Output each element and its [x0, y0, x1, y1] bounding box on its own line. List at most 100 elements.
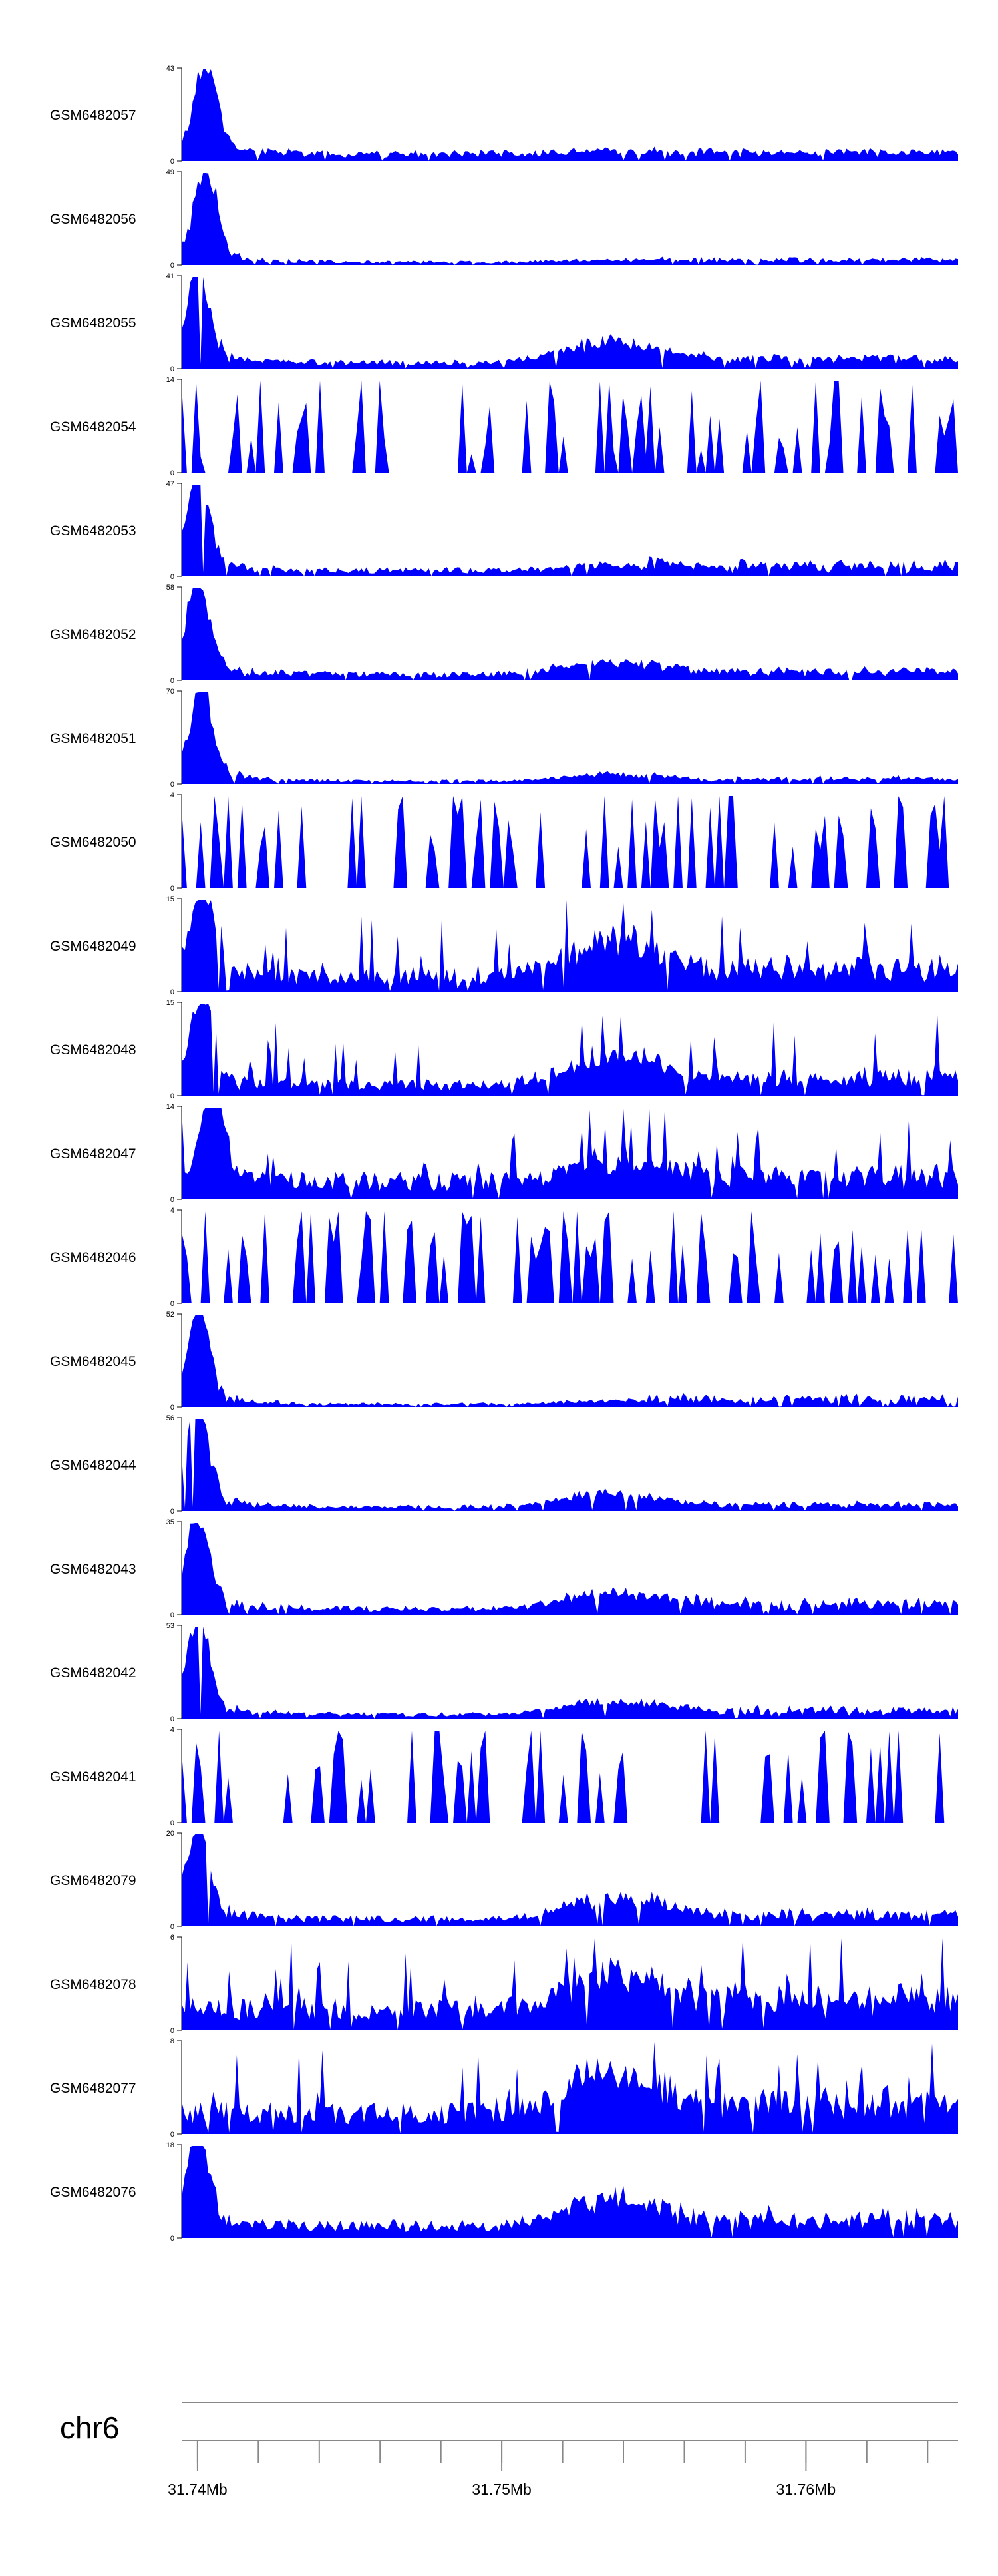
y-zero-label: 0: [170, 2235, 174, 2243]
track-GSM6482076: GSM6482076 18 0: [50, 2141, 958, 2243]
coverage-tracks: GSM6482057430GSM6482056490GSM6482055410G…: [50, 65, 958, 2243]
track-label: GSM6482051: [50, 731, 136, 746]
y-zero-label: 0: [170, 158, 174, 166]
track-GSM6482079: GSM6482079 20 0: [50, 1830, 958, 1931]
y-max-label: 70: [166, 688, 174, 696]
coverage-area: [182, 588, 958, 680]
coverage-area: [182, 1523, 958, 1615]
coverage-area: [182, 69, 958, 161]
y-zero-label: 0: [170, 885, 174, 893]
coverage-area: [182, 2146, 958, 2238]
y-zero-label: 0: [170, 1196, 174, 1204]
track-label: GSM6482054: [50, 419, 136, 435]
track-GSM6482077: GSM6482077 8 0: [50, 2038, 958, 2139]
track-GSM6482057: GSM6482057 43 0: [50, 65, 958, 166]
y-zero-label: 0: [170, 1508, 174, 1516]
y-max-label: 35: [166, 1518, 174, 1526]
track-label: GSM6482077: [50, 2081, 136, 2096]
coverage-area: [182, 2042, 958, 2134]
track-label: GSM6482043: [50, 1562, 136, 1577]
axis-position-label: 31.74Mb: [168, 2481, 228, 2498]
y-zero-label: 0: [170, 1819, 174, 1827]
track-GSM6482053: GSM6482053 47 0: [50, 480, 958, 581]
y-max-label: 15: [166, 895, 174, 903]
axis-position-label: 31.76Mb: [776, 2481, 836, 2498]
y-max-label: 18: [166, 2141, 174, 2149]
y-max-label: 4: [170, 1726, 174, 1734]
track-label: GSM6482053: [50, 523, 136, 538]
y-max-label: 56: [166, 1414, 174, 1422]
coverage-area: [182, 1211, 958, 1303]
coverage-area: [182, 381, 958, 473]
y-zero-label: 0: [170, 1300, 174, 1308]
y-max-label: 15: [166, 999, 174, 1007]
track-label: GSM6482057: [50, 108, 136, 123]
track-label: GSM6482056: [50, 212, 136, 227]
track-label: GSM6482041: [50, 1769, 136, 1785]
coverage-area: [182, 796, 958, 888]
track-GSM6482050: GSM6482050 4 0: [50, 791, 958, 893]
coverage-area: [182, 485, 958, 576]
track-label: GSM6482046: [50, 1250, 136, 1265]
coverage-area: [182, 1419, 958, 1511]
y-max-label: 14: [166, 376, 174, 384]
y-max-label: 4: [170, 1207, 174, 1215]
track-GSM6482054: GSM6482054 14 0: [50, 376, 958, 477]
y-max-label: 41: [166, 272, 174, 280]
track-label: GSM6482042: [50, 1665, 136, 1681]
track-GSM6482046: GSM6482046 4 0: [50, 1207, 958, 1308]
y-zero-label: 0: [170, 1611, 174, 1619]
coverage-area: [182, 692, 958, 784]
y-max-label: 4: [170, 791, 174, 799]
axis-position-label: 31.75Mb: [472, 2481, 532, 2498]
coverage-area: [182, 1004, 958, 1096]
track-GSM6482042: GSM6482042 53 0: [50, 1622, 958, 1723]
y-max-label: 8: [170, 2038, 174, 2045]
track-label: GSM6482049: [50, 939, 136, 954]
track-label: GSM6482076: [50, 2185, 136, 2200]
track-GSM6482045: GSM6482045 52 0: [50, 1311, 958, 1412]
track-GSM6482055: GSM6482055 41 0: [50, 272, 958, 373]
coverage-area: [182, 1315, 958, 1407]
y-zero-label: 0: [170, 262, 174, 270]
y-zero-label: 0: [170, 781, 174, 789]
track-GSM6482041: GSM6482041 4 0: [50, 1726, 958, 1827]
track-GSM6482043: GSM6482043 35 0: [50, 1518, 958, 1619]
track-GSM6482044: GSM6482044 56 0: [50, 1414, 958, 1516]
track-label: GSM6482055: [50, 316, 136, 331]
track-label: GSM6482079: [50, 1873, 136, 1888]
track-GSM6482048: GSM6482048 15 0: [50, 999, 958, 1100]
y-max-label: 6: [170, 1934, 174, 1942]
y-max-label: 53: [166, 1622, 174, 1630]
coverage-area: [182, 1627, 958, 1719]
track-GSM6482078: GSM6482078 6 0: [50, 1934, 958, 2035]
position-axis-ticks: 31.74Mb 31.75Mb 31.76Mb: [168, 2440, 929, 2498]
y-max-label: 52: [166, 1311, 174, 1319]
track-GSM6482047: GSM6482047 14 0: [50, 1103, 958, 1204]
track-label: GSM6482078: [50, 1977, 136, 1992]
y-zero-label: 0: [170, 2131, 174, 2139]
y-max-label: 20: [166, 1830, 174, 1838]
coverage-area: [182, 1938, 958, 2030]
y-zero-label: 0: [170, 469, 174, 477]
y-zero-label: 0: [170, 1715, 174, 1723]
track-GSM6482051: GSM6482051 70 0: [50, 688, 958, 789]
track-GSM6482056: GSM6482056 49 0: [50, 168, 958, 270]
track-label: GSM6482048: [50, 1042, 136, 1058]
coverage-area: [182, 277, 958, 369]
y-max-label: 47: [166, 480, 174, 488]
coverage-area: [182, 900, 958, 992]
y-max-label: 58: [166, 584, 174, 592]
y-zero-label: 0: [170, 1092, 174, 1100]
coverage-area: [182, 1731, 958, 1823]
coverage-area: [182, 173, 958, 265]
track-label: GSM6482052: [50, 627, 136, 642]
chromosome-axis: chr6 31.74Mb 31.75Mb 31.76Mb: [60, 2402, 958, 2498]
track-GSM6482052: GSM6482052 58 0: [50, 584, 958, 685]
y-zero-label: 0: [170, 988, 174, 996]
y-max-label: 49: [166, 168, 174, 176]
chromosome-label: chr6: [60, 2410, 119, 2445]
coverage-area: [182, 1834, 958, 1926]
y-max-label: 14: [166, 1103, 174, 1111]
